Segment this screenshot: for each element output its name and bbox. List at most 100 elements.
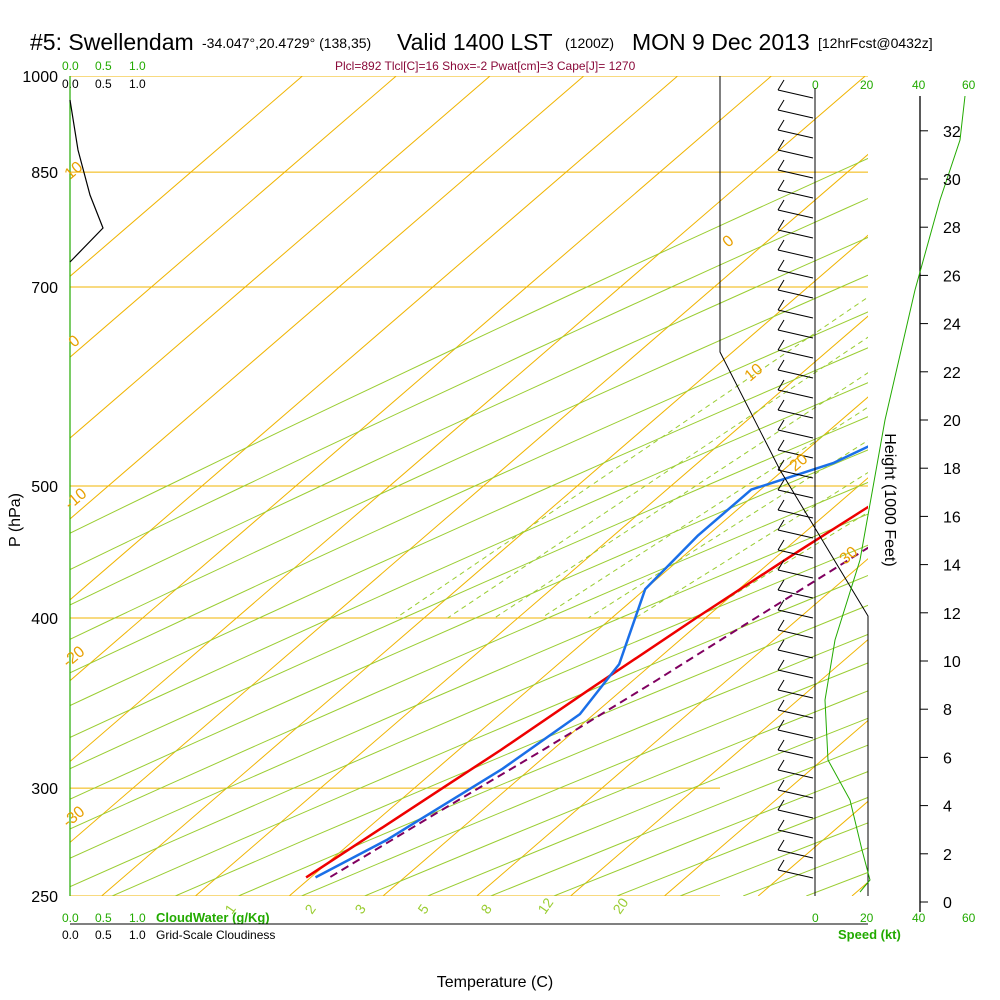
isotherm-line — [570, 638, 868, 896]
cloudiness-tick-top-2: 1.0 — [129, 77, 146, 91]
height-tick-26: 26 — [943, 268, 961, 285]
wind-barb — [777, 549, 814, 559]
wind-barb-flag — [777, 259, 785, 271]
dry-adiabat — [70, 382, 868, 738]
sounding-params: Plcl=892 Tlcl[C]=16 Shox=-2 Pwat[cm]=3 C… — [335, 59, 636, 73]
mixing-ratio-label: 12 — [534, 895, 556, 917]
wind-speed-profile — [824, 95, 966, 893]
wind-barb — [777, 329, 814, 339]
pressure-tick-850: 850 — [31, 165, 58, 182]
wind-barb-flag — [777, 659, 785, 671]
isotherm-label: 10 — [62, 159, 87, 184]
height-tick-4: 4 — [943, 799, 952, 816]
cloudwater-tick-top-0: 0.0 — [62, 59, 79, 73]
dry-adiabat — [70, 416, 868, 770]
wind-barb — [777, 789, 814, 799]
isotherm-line — [70, 76, 678, 601]
valid-time: Valid 1400 LST — [397, 29, 553, 55]
dewpoint-line — [314, 445, 868, 879]
mixing-ratio-label: 20 — [609, 895, 631, 917]
height-tick-20: 20 — [943, 413, 961, 430]
pressure-tick-500: 500 — [31, 479, 58, 496]
wind-barb-flag — [777, 359, 785, 371]
profile-lines — [305, 445, 868, 879]
x-axis-title: Temperature (C) — [437, 974, 553, 991]
wind-barb — [777, 269, 814, 279]
wind-barb — [777, 409, 814, 419]
wind-barb — [777, 569, 814, 579]
cloudiness-tick-top-1: 0.5 — [95, 77, 112, 91]
wind-speed-top-3: 60 — [962, 78, 976, 92]
wind-barb — [777, 509, 814, 519]
dry-adiabat — [238, 633, 868, 896]
height-tick-32: 32 — [943, 124, 961, 141]
mixing-ratio-label: 8 — [477, 901, 495, 917]
mixing-ratio-label: 2 — [301, 901, 319, 917]
wind-barb-flag — [777, 159, 785, 171]
wind-barb-flag — [777, 579, 785, 591]
cloudiness-tick-bottom-1: 0.5 — [95, 928, 112, 942]
wind-barb-flag — [777, 719, 785, 731]
height-tick-10: 10 — [943, 654, 961, 671]
wind-barb-flag — [777, 759, 785, 771]
cloudiness-label: Grid-Scale Cloudiness — [156, 928, 275, 942]
height-tick-12: 12 — [943, 606, 961, 623]
wind-barb — [777, 609, 814, 619]
isotherm-label: 10 — [742, 361, 767, 386]
wind-barb — [777, 189, 814, 199]
isotherm-line — [70, 76, 491, 439]
wind-barb — [777, 469, 814, 479]
wind-barb — [777, 749, 814, 759]
isotherm-line — [70, 76, 303, 278]
cloudwater-tick-bottom-0: 0.0 — [62, 911, 79, 925]
pressure-tick-400: 400 — [31, 611, 58, 628]
mixing-ratio-line — [541, 406, 868, 619]
mixing-ratio-line — [587, 439, 868, 619]
mixing-ratio-label: 5 — [414, 901, 432, 917]
isotherm-line — [101, 234, 868, 896]
isotherm-line — [195, 315, 868, 896]
wind-barb — [777, 849, 814, 859]
isotherm-line — [70, 76, 866, 763]
wind-speed-bottom-1: 20 — [860, 911, 874, 925]
dry-adiabat — [70, 236, 868, 606]
height-tick-16: 16 — [943, 509, 961, 526]
cloudwater-label: CloudWater (g/Kg) — [156, 910, 270, 925]
wind-barb-flag — [777, 679, 785, 691]
wind-barb — [777, 249, 814, 259]
height-tick-30: 30 — [943, 172, 961, 189]
pressure-tick-1000: 1000 — [22, 69, 58, 86]
wind-barb-flag — [777, 599, 785, 611]
wind-barb — [777, 629, 814, 639]
wind-barb — [777, 809, 814, 819]
cloudiness-profile — [69, 99, 104, 263]
wind-speed-bottom-2: 40 — [912, 911, 926, 925]
wind-barb — [777, 369, 814, 379]
wind-barb-flag — [777, 79, 785, 91]
mixing-ratio-line — [447, 336, 868, 619]
wind-barb — [777, 149, 814, 159]
dry-adiabat — [70, 311, 868, 674]
wind-barb-flag — [777, 519, 785, 531]
wind-barb — [777, 349, 814, 359]
cloudiness-tick-bottom-0: 0.0 — [62, 928, 79, 942]
isotherm-label: -10 — [62, 485, 91, 513]
mixing-ratio-line — [395, 296, 868, 619]
wind-barb-flag — [777, 819, 785, 831]
wind-barb-flag — [777, 539, 785, 551]
isotherm-label: 0 — [720, 232, 738, 251]
isotherm-line — [851, 881, 868, 896]
wind-barb-flag — [777, 99, 785, 111]
wind-barb — [777, 109, 814, 119]
wind-barb — [777, 229, 814, 239]
isotherm-line — [70, 76, 397, 358]
pressure-tick-300: 300 — [31, 781, 58, 798]
cloudwater-tick-top-1: 0.5 — [95, 59, 112, 73]
dry-adiabat — [70, 157, 868, 534]
dry-adiabat — [70, 513, 868, 859]
wind-barb — [777, 589, 814, 599]
mixing-ratio-label: 3 — [351, 901, 369, 917]
wind-barb — [777, 289, 814, 299]
isotherm-line — [664, 719, 868, 896]
dry-adiabat — [111, 574, 868, 896]
